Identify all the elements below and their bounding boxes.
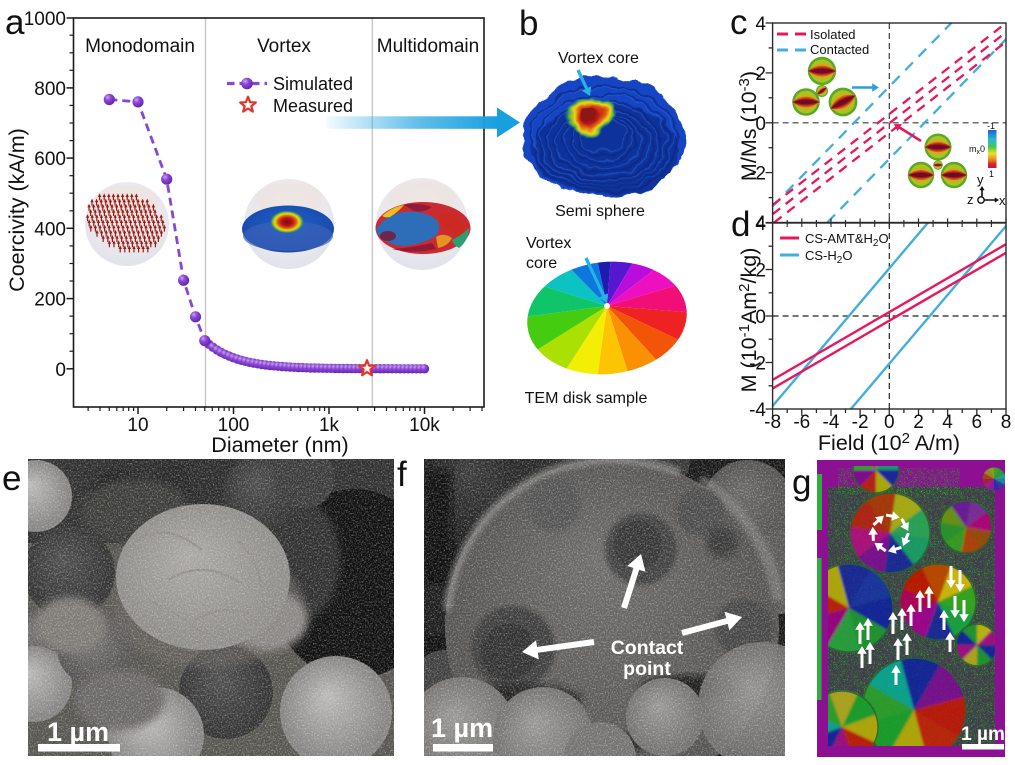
svg-text:1 µm: 1 µm <box>47 717 109 747</box>
svg-text:10k: 10k <box>409 415 440 436</box>
svg-text:1000: 1000 <box>24 9 66 30</box>
svg-text:M (10-1Am2/kg): M (10-1Am2/kg) <box>736 248 761 393</box>
svg-text:a: a <box>5 3 25 42</box>
svg-text:4: 4 <box>755 213 766 234</box>
svg-text:g: g <box>792 463 811 502</box>
svg-text:Contact: Contact <box>611 637 684 659</box>
svg-text:4: 4 <box>755 14 766 35</box>
svg-text:Field (102 A/m): Field (102 A/m) <box>818 430 960 455</box>
svg-text:Coercivity (kA/m): Coercivity (kA/m) <box>5 128 29 292</box>
svg-text:2: 2 <box>755 261 766 282</box>
svg-text:-2: -2 <box>749 164 766 185</box>
svg-text:Monodomain: Monodomain <box>85 36 195 57</box>
svg-text:-2: -2 <box>852 412 869 433</box>
svg-text:mx0: mx0 <box>969 144 985 156</box>
svg-text:TEM disk sample: TEM disk sample <box>525 390 648 407</box>
svg-text:e: e <box>2 459 21 498</box>
svg-text:-2: -2 <box>749 354 766 375</box>
svg-text:Contacted: Contacted <box>810 42 869 57</box>
svg-text:Measured: Measured <box>273 96 353 116</box>
svg-text:Vortex: Vortex <box>257 36 311 57</box>
svg-text:Isolated: Isolated <box>810 27 856 42</box>
svg-text:2: 2 <box>913 412 924 433</box>
svg-text:1k: 1k <box>319 415 340 436</box>
svg-text:-6: -6 <box>793 412 810 433</box>
svg-text:400: 400 <box>34 219 66 240</box>
svg-text:4: 4 <box>755 214 766 235</box>
svg-text:point: point <box>623 658 671 680</box>
svg-text:0: 0 <box>884 412 895 433</box>
svg-text:8: 8 <box>1001 412 1012 433</box>
svg-text:f: f <box>397 455 407 494</box>
svg-text:CS-H2O: CS-H2O <box>805 248 852 266</box>
svg-text:-4: -4 <box>823 412 840 433</box>
svg-text:c: c <box>730 3 748 42</box>
svg-text:0: 0 <box>55 360 66 381</box>
svg-text:100: 100 <box>218 415 250 436</box>
svg-text:10: 10 <box>127 415 148 436</box>
svg-text:200: 200 <box>34 290 66 311</box>
svg-text:x: x <box>999 193 1006 208</box>
svg-text:Semi sphere: Semi sphere <box>555 203 645 220</box>
svg-text:6: 6 <box>972 412 983 433</box>
svg-text:0: 0 <box>755 307 766 328</box>
svg-text:M/Ms (10-3): M/Ms (10-3) <box>736 71 761 181</box>
svg-text:Multidomain: Multidomain <box>377 36 479 57</box>
svg-text:4: 4 <box>942 412 953 433</box>
svg-text:core: core <box>526 255 557 272</box>
svg-text:600: 600 <box>34 149 66 170</box>
svg-text:z: z <box>967 192 974 207</box>
svg-text:1 µm: 1 µm <box>431 713 493 743</box>
svg-text:2: 2 <box>755 64 766 85</box>
svg-text:d: d <box>731 205 750 244</box>
svg-text:Simulated: Simulated <box>273 74 353 94</box>
svg-text:y: y <box>977 172 984 187</box>
svg-text:b: b <box>519 4 538 43</box>
svg-text:CS-AMT&H2O: CS-AMT&H2O <box>805 231 889 249</box>
svg-text:Diameter (nm): Diameter (nm) <box>211 433 348 457</box>
svg-text:-1: -1 <box>987 121 995 131</box>
svg-text:-8: -8 <box>764 412 781 433</box>
svg-text:1 µm: 1 µm <box>961 724 1005 745</box>
svg-text:800: 800 <box>34 79 66 100</box>
svg-text:Vortex core: Vortex core <box>558 50 639 67</box>
svg-text:Vortex: Vortex <box>526 235 571 252</box>
svg-text:0: 0 <box>755 114 766 135</box>
svg-text:1: 1 <box>989 169 994 179</box>
svg-text:-4: -4 <box>749 400 766 421</box>
